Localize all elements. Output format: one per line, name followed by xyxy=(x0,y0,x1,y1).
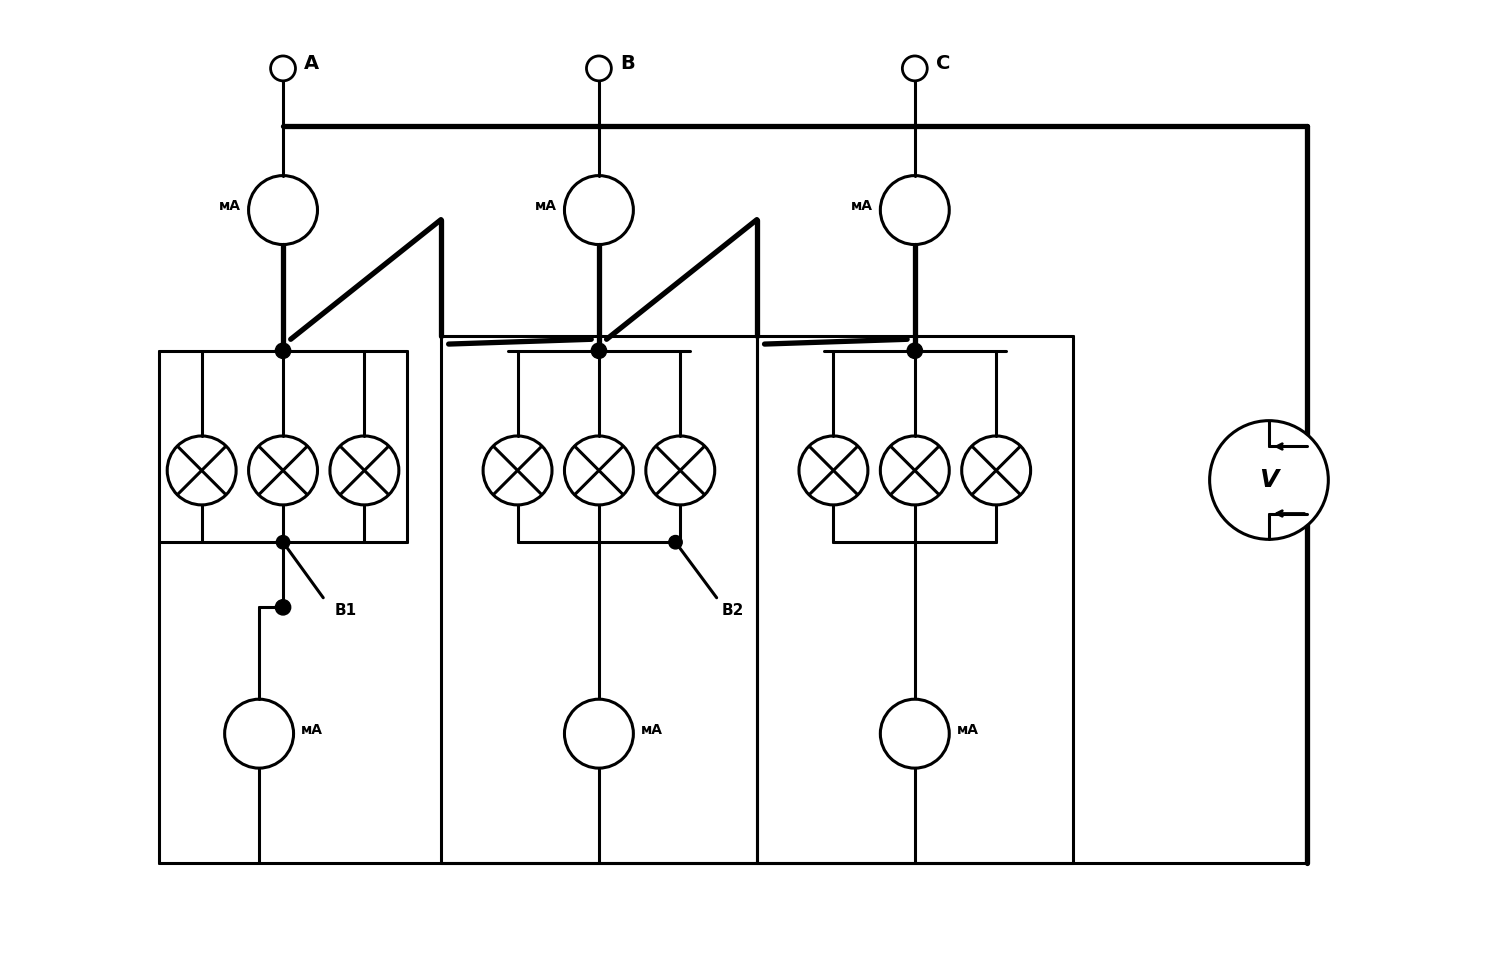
Circle shape xyxy=(564,699,634,768)
Text: A: A xyxy=(304,54,319,73)
Circle shape xyxy=(483,436,552,505)
Circle shape xyxy=(248,176,318,245)
Circle shape xyxy=(591,343,606,358)
Text: В2: В2 xyxy=(722,603,744,617)
Text: V: V xyxy=(1259,468,1279,492)
Text: B: B xyxy=(619,54,634,73)
Circle shape xyxy=(224,699,294,768)
Circle shape xyxy=(275,600,291,615)
Text: мА: мА xyxy=(956,723,979,737)
Circle shape xyxy=(275,343,291,358)
Circle shape xyxy=(330,436,399,505)
Text: мА: мА xyxy=(642,723,662,737)
Text: мА: мА xyxy=(301,723,324,737)
Text: В1: В1 xyxy=(334,603,356,617)
Text: мА: мА xyxy=(851,200,873,213)
Circle shape xyxy=(564,436,634,505)
Circle shape xyxy=(881,176,949,245)
Circle shape xyxy=(799,436,867,505)
Circle shape xyxy=(646,436,714,505)
Circle shape xyxy=(903,56,927,81)
Circle shape xyxy=(168,436,236,505)
Circle shape xyxy=(564,176,634,245)
Text: мА: мА xyxy=(218,200,241,213)
Text: мА: мА xyxy=(535,200,557,213)
Circle shape xyxy=(881,436,949,505)
Circle shape xyxy=(1210,420,1328,540)
Circle shape xyxy=(270,56,296,81)
Circle shape xyxy=(881,699,949,768)
Circle shape xyxy=(962,436,1031,505)
Text: C: C xyxy=(936,54,950,73)
Circle shape xyxy=(276,536,290,549)
Circle shape xyxy=(668,536,682,549)
Circle shape xyxy=(248,436,318,505)
Circle shape xyxy=(587,56,612,81)
Circle shape xyxy=(907,343,922,358)
